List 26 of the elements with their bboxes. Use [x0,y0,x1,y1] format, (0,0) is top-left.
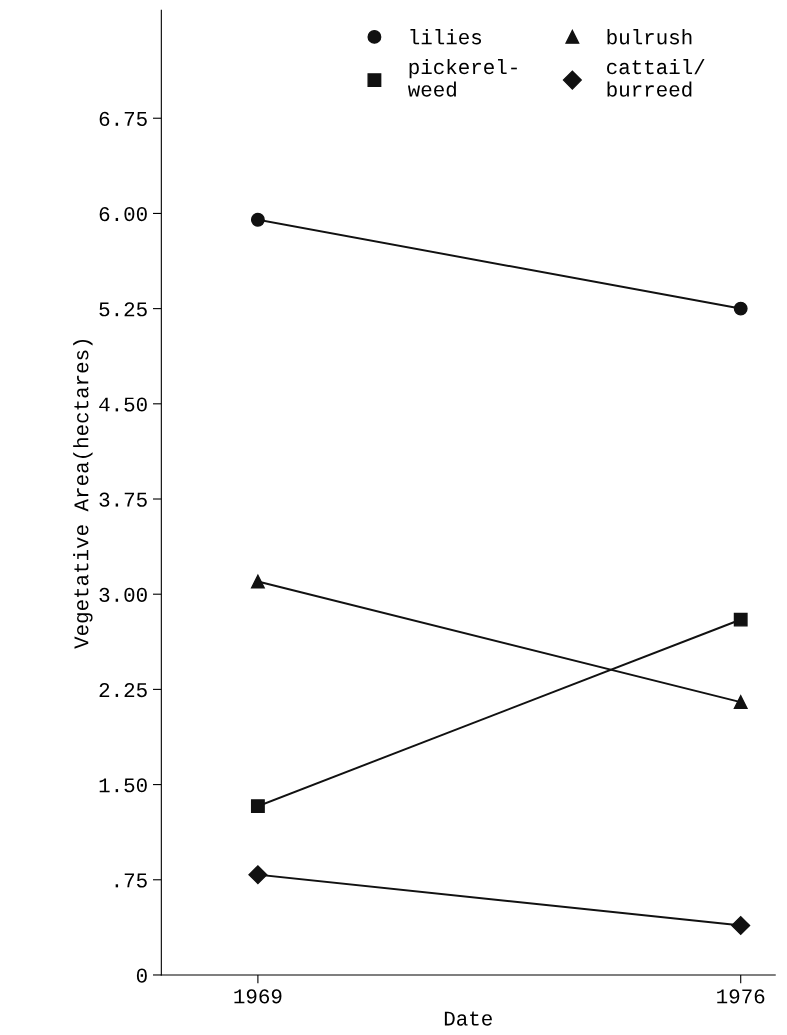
y-tick-label: 4.50 [99,397,147,412]
point [731,915,751,936]
y-tick-label: 5.25 [99,302,147,317]
y-tick-label: 1.50 [99,778,147,793]
y-tick-label: 3.75 [99,492,147,507]
y-tick-label: 3.00 [99,587,147,602]
x-tick-label: 1969 [234,989,282,1004]
point [250,212,265,227]
legend-label: pickerel- weed [407,58,517,97]
legend-label: cattail/ burreed [607,58,705,97]
y-tick-label: .75 [115,873,147,888]
y-tick-label: 6.00 [99,207,147,222]
y-tick-label: 2.25 [99,683,147,698]
legend-label: bulrush [607,29,692,45]
y-tick-label: 0 [136,968,147,983]
y-tick-label: 6.75 [99,111,147,126]
x-tick-label: 1976 [717,989,765,1004]
legend-label: lilies [410,29,482,45]
point [733,301,748,316]
point [733,695,748,710]
point [250,574,265,589]
y-axis-title: Vegetative Area(hectares) [73,339,93,649]
x-axis-title: Date [444,1011,492,1026]
point [248,865,268,885]
point [250,799,265,814]
point [733,612,748,627]
